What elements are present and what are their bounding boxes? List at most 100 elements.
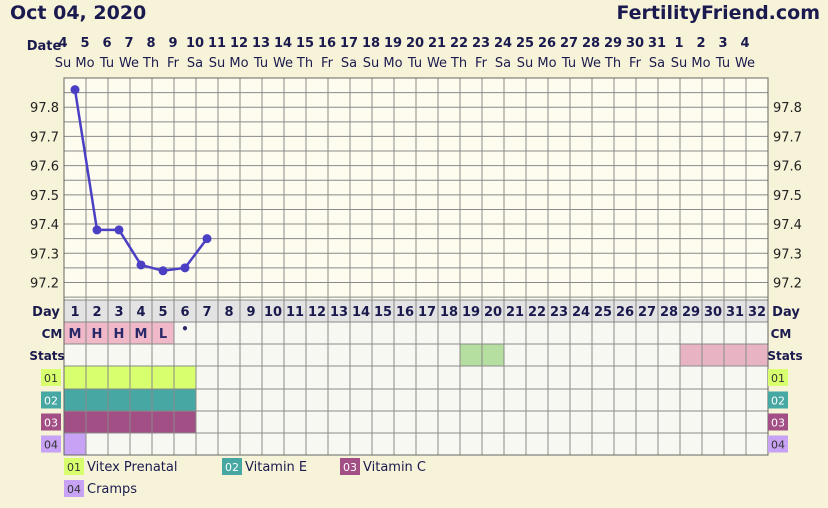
weekday-label: Su xyxy=(363,56,380,71)
track-cell-01 xyxy=(130,366,152,389)
track-cell-02 xyxy=(86,389,108,411)
temperature-point xyxy=(92,225,102,235)
cycle-day-label: 23 xyxy=(550,305,568,320)
weekday-label: Th xyxy=(296,56,313,71)
y-tick-right: 97.4 xyxy=(773,218,802,233)
cycle-day-label: 21 xyxy=(506,305,524,320)
weekday-label: Tu xyxy=(253,56,268,71)
cm-value: H xyxy=(92,327,103,342)
date-label: 15 xyxy=(296,36,314,51)
track-badge-right-01 xyxy=(768,369,788,386)
date-label: 8 xyxy=(146,36,155,51)
weekday-label: Fr xyxy=(321,56,334,71)
legend-code: 04 xyxy=(67,483,81,496)
cycle-day-label: 31 xyxy=(726,305,744,320)
track-cell-01 xyxy=(86,366,108,389)
date-label: 17 xyxy=(340,36,358,51)
date-label: 26 xyxy=(538,36,556,51)
track-badge-left-01 xyxy=(41,369,61,386)
cycle-day-label: 4 xyxy=(136,305,145,320)
cycle-day-label: 20 xyxy=(484,305,502,320)
legend-code: 03 xyxy=(343,461,357,474)
track-badge-right-03 xyxy=(768,413,788,431)
legend-label: Cramps xyxy=(87,482,137,497)
date-label: 1 xyxy=(674,36,683,51)
cycle-day-label: 14 xyxy=(352,305,370,320)
cycle-day-label: 7 xyxy=(202,305,211,320)
y-tick-right: 97.5 xyxy=(773,189,802,204)
cycle-day-label: 26 xyxy=(616,305,634,320)
track-cell-01 xyxy=(174,366,196,389)
y-tick-right: 97.6 xyxy=(773,160,802,175)
weekday-label: We xyxy=(427,56,447,71)
date-label: 10 xyxy=(186,36,204,51)
cm-cell xyxy=(130,322,152,344)
date-label: 30 xyxy=(626,36,644,51)
track-badge-right-02 xyxy=(768,391,788,409)
date-label: 3 xyxy=(718,36,727,51)
weekday-label: Mo xyxy=(691,56,710,71)
track-code-right: 03 xyxy=(771,417,785,430)
temperature-point xyxy=(202,234,212,244)
date-label: 28 xyxy=(582,36,600,51)
date-label: 6 xyxy=(102,36,111,51)
chart-date: Oct 04, 2020 xyxy=(10,2,147,24)
track-code-left: 03 xyxy=(44,417,58,430)
date-label: 19 xyxy=(384,36,402,51)
date-label: 13 xyxy=(252,36,270,51)
grid-border xyxy=(63,77,769,456)
temperature-point xyxy=(114,225,124,235)
cycle-day-label: 11 xyxy=(286,305,304,320)
cycle-day-label: 32 xyxy=(748,305,766,320)
track-badge-left-03 xyxy=(41,413,61,431)
legend-label: Vitamin C xyxy=(363,460,426,475)
cm-value: M xyxy=(69,327,82,342)
weekday-label: We xyxy=(581,56,601,71)
legend-swatch-01 xyxy=(64,458,84,475)
track-cell-03 xyxy=(174,411,196,433)
cycle-day-label: 19 xyxy=(462,305,480,320)
legend-swatch-03 xyxy=(340,458,360,475)
y-tick-right: 97.2 xyxy=(773,276,802,291)
y-tick-right: 97.3 xyxy=(773,247,802,262)
cm-cell xyxy=(64,322,86,344)
cycle-day-label: 30 xyxy=(704,305,722,320)
cycle-day-label: 15 xyxy=(374,305,392,320)
y-tick-left: 97.6 xyxy=(30,160,59,175)
weekday-label: Tu xyxy=(561,56,576,71)
track-code-right: 02 xyxy=(771,395,785,408)
temperature-point xyxy=(158,266,168,276)
track-cell-02 xyxy=(174,389,196,411)
date-label: 27 xyxy=(560,36,578,51)
weekday-label: Su xyxy=(671,56,688,71)
track-badge-right-04 xyxy=(768,435,788,453)
weekday-label: Sa xyxy=(495,56,511,71)
track-cell-02 xyxy=(130,389,152,411)
date-label: 29 xyxy=(604,36,622,51)
temperature-point xyxy=(136,260,146,270)
date-label: 21 xyxy=(428,36,446,51)
cycle-day-label: 18 xyxy=(440,305,458,320)
cycle-day-label: 6 xyxy=(180,305,189,320)
y-tick-left: 97.5 xyxy=(30,189,59,204)
track-cell-03 xyxy=(108,411,130,433)
weekday-label: Mo xyxy=(75,56,94,71)
cycle-day-label: 3 xyxy=(114,305,123,320)
date-label: 2 xyxy=(696,36,705,51)
weekday-label: Su xyxy=(55,56,72,71)
weekday-label: We xyxy=(119,56,139,71)
legend-swatch-04 xyxy=(64,480,84,497)
date-label: 14 xyxy=(274,36,292,51)
track-code-left: 04 xyxy=(44,439,58,452)
cycle-day-label: 27 xyxy=(638,305,656,320)
cycle-day-label: 28 xyxy=(660,305,678,320)
cycle-day-label: 10 xyxy=(264,305,282,320)
weekday-label: Su xyxy=(517,56,534,71)
y-tick-right: 97.8 xyxy=(773,101,802,116)
cm-row-label-left: CM xyxy=(42,327,63,341)
date-label: 22 xyxy=(450,36,468,51)
y-tick-left: 97.4 xyxy=(30,218,59,233)
date-label: 4 xyxy=(740,36,749,51)
legend-label: Vitex Prenatal xyxy=(87,460,177,475)
